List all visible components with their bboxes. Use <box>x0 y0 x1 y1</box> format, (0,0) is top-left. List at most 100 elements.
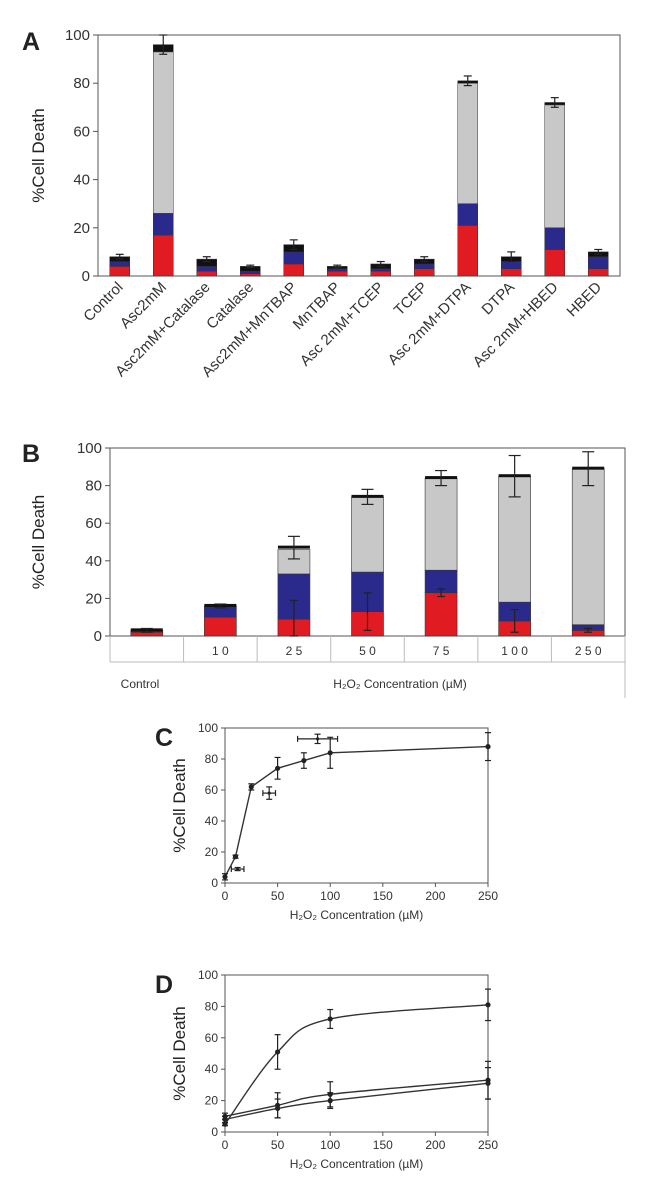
panel-a-letter: A <box>22 28 40 56</box>
panel-b: B 0 20 40 60 80 100 %Cell Death 1 0 2 5 5 0 7 5 1 0 … <box>0 430 669 700</box>
panel-a-ylabel: %Cell Death <box>29 108 48 203</box>
panel-c-series-line-0 <box>224 745 489 878</box>
panel-c-ytick-label: 100 <box>198 721 218 735</box>
panel-c-ytick-label: 20 <box>205 845 219 859</box>
panel-d-ytick-label: 20 <box>205 1094 219 1108</box>
panel-b-ytick-label: 100 <box>77 440 102 457</box>
panel-a-bar-segment-red <box>283 263 304 277</box>
panel-a-bar-segment-blue <box>109 261 130 267</box>
panel-d-data-point <box>485 1080 491 1086</box>
panel-a-bar-segment-blue <box>588 256 609 270</box>
panel-c-data-point <box>275 765 281 771</box>
panel-d-ytick-label: 80 <box>205 999 219 1013</box>
panel-a-bar-segment-red <box>544 249 565 277</box>
panel-b-category-label: 2 5 0 <box>575 644 602 658</box>
panel-d-xtick-label: 200 <box>425 1138 445 1152</box>
panel-c-xtick-label: 100 <box>320 889 340 903</box>
panel-a-bar-segment-red <box>196 270 217 277</box>
panel-d-ylabel: %Cell Death <box>170 1006 189 1101</box>
panel-c-chart: C 0 20 40 60 80 100 0 50 100 150 200 250 %Cell Death H… <box>155 721 498 922</box>
panel-a-bar-segment-gray <box>544 104 565 229</box>
panel-a-bar-segment-red <box>414 268 435 277</box>
panel-d-data-point <box>327 1016 333 1022</box>
panel-a-ytick-label: 40 <box>73 172 90 189</box>
panel-b-bar-segment-gray <box>571 468 605 626</box>
panel-a-ytick-label: 100 <box>65 27 90 44</box>
panel-d-series-line-0 <box>224 1004 489 1125</box>
panel-b-ytick-label: 20 <box>85 590 102 607</box>
panel-a-bar-segment-blue <box>501 261 522 270</box>
panel-a-bar-segment-blue <box>196 266 217 272</box>
panel-b-ylabel: %Cell Death <box>29 495 48 590</box>
panel-c-data-point <box>267 791 271 795</box>
panel-d-data-point <box>222 1116 228 1123</box>
panel-c-plot-frame <box>224 727 489 884</box>
panel-d-xtick-label: 100 <box>320 1138 340 1152</box>
panel-a-bar-segment-red <box>370 270 391 277</box>
panel-d-series-line-2 <box>224 1082 489 1121</box>
panel-c-data-point <box>301 757 307 764</box>
panel-a-bar-segment-blue <box>457 203 478 226</box>
panel-a-bar-segment-red <box>327 270 348 277</box>
panel-b-ytick-label: 80 <box>85 478 102 495</box>
panel-a-plot-frame <box>97 34 621 277</box>
panel-b-bar-segment-gray <box>424 477 458 571</box>
panel-a-category-label: TCEP <box>391 279 431 319</box>
panel-a-ytick-label: 20 <box>73 220 90 237</box>
panel-c-ytick-label: 0 <box>211 876 218 890</box>
panel-a-bar-segment-red <box>109 266 130 277</box>
panel-b-category-label: 7 5 <box>433 644 450 658</box>
panel-d-xtick-label: 0 <box>222 1138 229 1152</box>
panel-c-ytick-label: 80 <box>205 752 219 766</box>
panel-a-bar-segment-blue <box>283 251 304 265</box>
panel-a-bar-segment-gray <box>457 82 478 204</box>
panel-c-data-point <box>315 737 320 741</box>
panel-c-ytick-label: 40 <box>205 814 219 828</box>
panel-d-data-point <box>485 1002 491 1008</box>
panel-a-category-label: HBED <box>564 279 606 321</box>
panel-a-bar-segment-red <box>153 234 174 277</box>
panel-a-bar-segment-red <box>501 268 522 277</box>
panel-c-data-point <box>222 874 228 880</box>
panel-d-ytick-label: 40 <box>205 1062 219 1076</box>
panel-a-category-label: DTPA <box>479 279 519 319</box>
panel-a-bar-segment-red <box>240 273 261 277</box>
panel-d-series-line-1 <box>224 1079 489 1117</box>
panel-a-bar-segment-blue <box>153 213 174 236</box>
panel-c-ytick-label: 60 <box>205 783 219 797</box>
panel-b-category-label: 5 0 <box>359 644 376 658</box>
panel-c-data-point <box>232 854 239 860</box>
panel-a-ytick-label: 0 <box>82 268 90 285</box>
panel-d-letter: D <box>155 971 173 999</box>
panel-c-data-point <box>248 784 254 790</box>
panel-d: D 0 20 40 60 80 100 0 50 100 150 200 250 %Cell Death H… <box>0 950 669 1197</box>
panel-b-bar-segment-red <box>204 616 237 637</box>
panel-b-bar-segment-red <box>424 592 458 637</box>
panel-b-chart: B 0 20 40 60 80 100 %Cell Death 1 0 2 5 5 0 7 5 1 0 … <box>22 440 626 698</box>
panel-c-data-point <box>327 750 333 756</box>
panel-a-bar-segment-blue <box>240 270 261 274</box>
panel-c-xtick-label: 200 <box>425 889 445 903</box>
panel-b-ytick-label: 40 <box>85 553 102 570</box>
panel-b-ytick-label: 0 <box>94 628 102 645</box>
panel-b-ytick-label: 60 <box>85 515 102 532</box>
panel-a-bar-segment-blue <box>370 268 391 272</box>
panel-b-letter: B <box>22 440 40 468</box>
panel-d-data-point <box>275 1105 281 1112</box>
panel-a: A 0 20 40 60 80 100 %Cell Death Control Asc2mM Asc… <box>0 0 669 430</box>
panel-d-xlabel: H₂O₂ Concentration (µM) <box>290 1157 424 1171</box>
panel-b-category-label: 1 0 <box>212 644 229 658</box>
panel-a-ytick-label: 80 <box>73 75 90 92</box>
panel-d-xtick-label: 250 <box>478 1138 498 1152</box>
panel-d-xtick-label: 150 <box>373 1138 393 1152</box>
panel-b-category-label: 1 0 0 <box>501 644 528 658</box>
panel-a-bar-segment-blue <box>544 227 565 250</box>
panel-c-xtick-label: 0 <box>222 889 229 903</box>
panel-d-ytick-label: 60 <box>205 1031 219 1045</box>
panel-a-bar-segment-blue <box>327 268 348 272</box>
panel-c: C 0 20 40 60 80 100 0 50 100 150 200 250 %Cell Death H… <box>0 700 669 950</box>
panel-a-bar-segment-gray <box>153 51 174 214</box>
panel-d-xtick-label: 50 <box>271 1138 285 1152</box>
panel-b-category-label: 2 5 <box>286 644 303 658</box>
